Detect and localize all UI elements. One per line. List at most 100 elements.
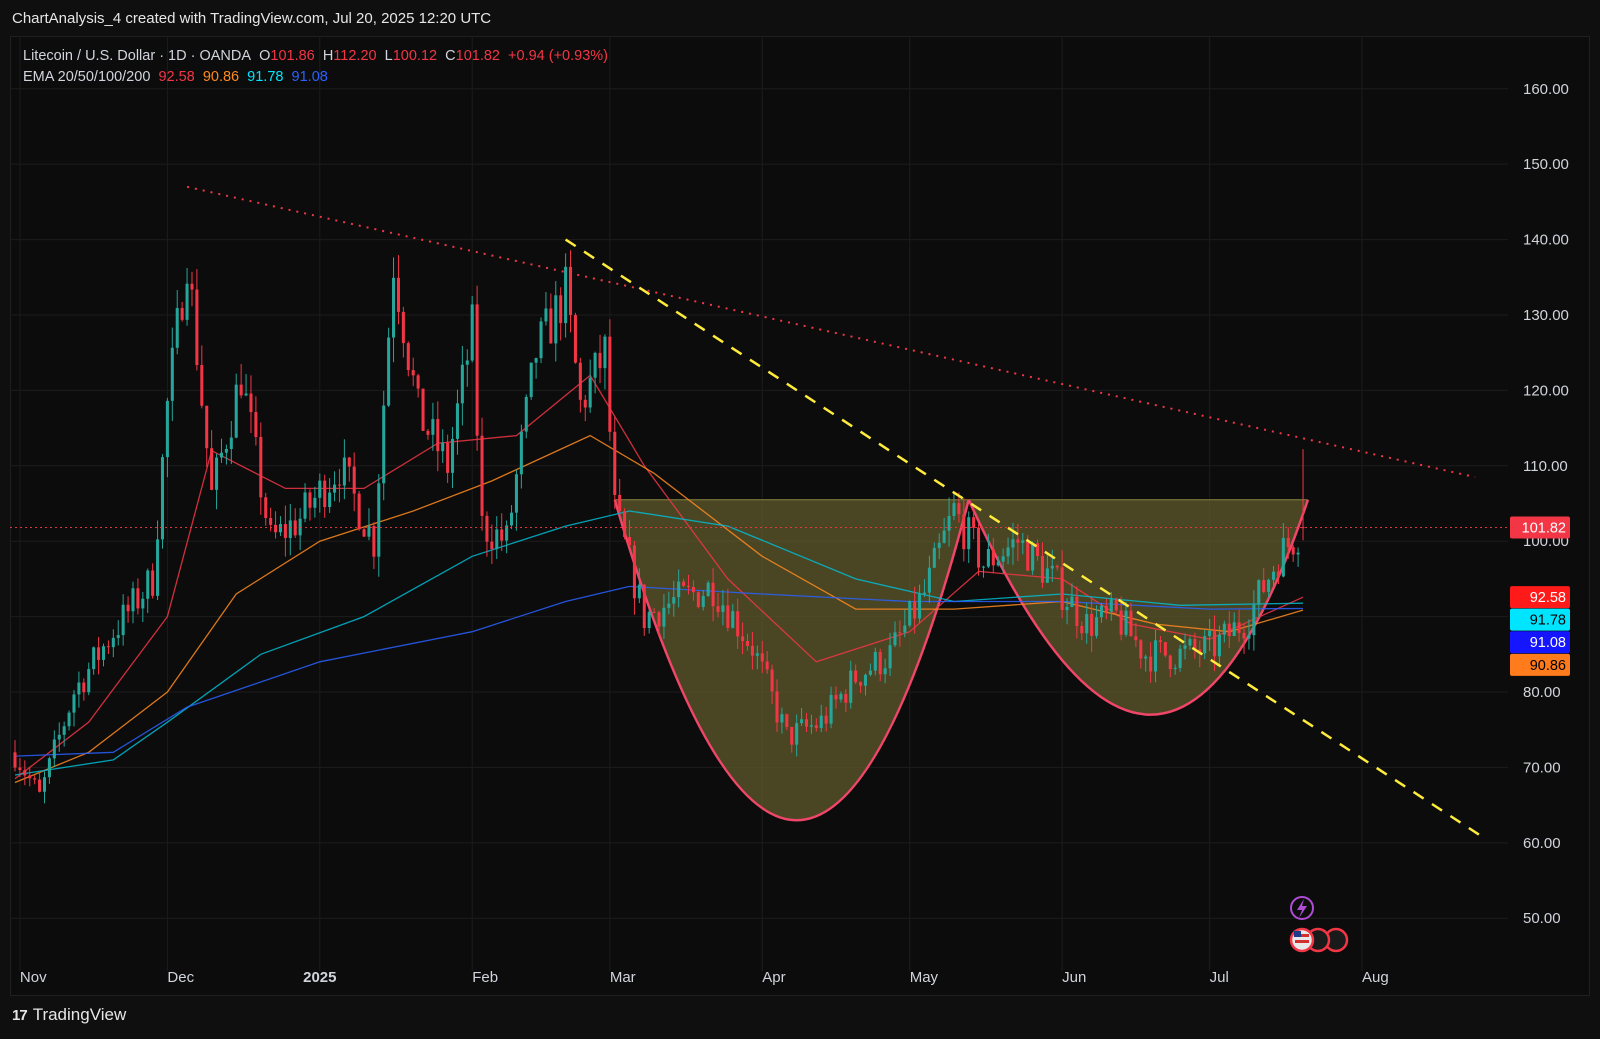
candle-body bbox=[308, 492, 312, 508]
chart-caption: ChartAnalysis_4 created with TradingView… bbox=[12, 10, 492, 27]
candle-body bbox=[736, 611, 740, 637]
candle-body bbox=[1070, 596, 1074, 608]
candle-body bbox=[809, 725, 813, 727]
candle-body bbox=[888, 645, 892, 669]
close-value: 101.82 bbox=[455, 48, 500, 64]
candle-body bbox=[1301, 527, 1305, 529]
candle-body bbox=[1011, 539, 1015, 548]
candle-body bbox=[1149, 656, 1153, 672]
candle-body bbox=[918, 593, 922, 619]
candle-body bbox=[927, 567, 931, 593]
candle-body bbox=[1291, 547, 1295, 555]
candle-body bbox=[259, 436, 263, 498]
candle-body bbox=[1045, 568, 1049, 583]
candle-body bbox=[632, 545, 636, 599]
x-tick-label: Feb bbox=[472, 969, 498, 986]
candle-body bbox=[549, 308, 553, 344]
candle-body bbox=[677, 581, 681, 598]
candle-body bbox=[952, 503, 956, 516]
candle-body bbox=[1109, 599, 1113, 612]
ema-lines bbox=[14, 374, 1304, 784]
candle-body bbox=[495, 529, 499, 550]
y-tick-label: 150.00 bbox=[1523, 156, 1569, 173]
candle-body bbox=[357, 493, 361, 530]
event-markers[interactable] bbox=[1289, 896, 1349, 953]
symbol-title[interactable]: Litecoin / U.S. Dollar · 1D · OANDA bbox=[23, 48, 252, 64]
us-flag-icon[interactable] bbox=[1289, 927, 1349, 953]
candle-body bbox=[313, 497, 317, 508]
candle-body bbox=[1193, 639, 1197, 650]
candle-body bbox=[249, 393, 253, 413]
dashed-trendline bbox=[564, 238, 1481, 837]
tradingview-logo[interactable]: 17 TradingView bbox=[12, 1005, 126, 1025]
candle-body bbox=[151, 570, 155, 596]
candle-body bbox=[593, 352, 597, 378]
candle-body bbox=[937, 542, 941, 548]
candle-body bbox=[578, 362, 582, 400]
candle-body bbox=[1281, 537, 1285, 577]
candle-body bbox=[977, 527, 981, 568]
lightning-icon[interactable] bbox=[1290, 896, 1314, 920]
candle-body bbox=[529, 362, 533, 397]
x-tick-label: Dec bbox=[167, 969, 194, 986]
candle-body bbox=[18, 767, 22, 771]
candle-body bbox=[1134, 636, 1138, 641]
candle-body bbox=[1075, 596, 1079, 626]
price-badge bbox=[1510, 586, 1570, 609]
candle-body bbox=[544, 308, 548, 322]
candle-body bbox=[667, 603, 671, 608]
price-badge-label: 90.86 bbox=[1530, 658, 1566, 674]
candle-body bbox=[185, 283, 189, 320]
candle-body bbox=[554, 295, 558, 344]
candle-body bbox=[465, 360, 469, 365]
candle-body bbox=[598, 352, 602, 369]
candle-body bbox=[800, 719, 804, 724]
candle-body bbox=[1286, 537, 1290, 548]
candle-body bbox=[716, 606, 720, 612]
cup-right-fill bbox=[968, 499, 1308, 715]
candle-body bbox=[1154, 640, 1158, 672]
candle-body bbox=[691, 586, 695, 593]
candle-body bbox=[121, 604, 125, 636]
candle-body bbox=[431, 419, 435, 435]
candle-body bbox=[854, 670, 858, 683]
candle-body bbox=[1119, 610, 1123, 635]
price-axis[interactable]: 50.0060.0070.0080.0090.00100.00110.00120… bbox=[1523, 81, 1569, 927]
candle-body bbox=[1129, 610, 1133, 637]
candle-body bbox=[564, 266, 568, 324]
candle-body bbox=[790, 726, 794, 745]
candle-body bbox=[470, 304, 474, 361]
x-tick-label: 2025 bbox=[303, 969, 336, 986]
y-tick-label: 110.00 bbox=[1523, 458, 1568, 475]
candle-body bbox=[603, 336, 607, 369]
time-axis[interactable]: Nov Dec 2025 Feb Mar Apr May Jun Jul Aug bbox=[20, 969, 1389, 986]
ema-label[interactable]: EMA 20/50/100/200 bbox=[23, 69, 151, 85]
candle-body bbox=[342, 457, 346, 486]
candle-body bbox=[47, 758, 51, 778]
candle-body bbox=[1055, 565, 1059, 568]
candle-body bbox=[942, 530, 946, 543]
candle-body bbox=[475, 304, 479, 436]
candle-body bbox=[82, 682, 86, 693]
candle-body bbox=[1227, 623, 1231, 636]
candle-body bbox=[711, 582, 715, 607]
open-value: 101.86 bbox=[270, 48, 315, 64]
candle-body bbox=[1296, 552, 1300, 555]
candle-body bbox=[57, 734, 61, 740]
candle-body bbox=[1267, 579, 1271, 592]
candle-body bbox=[160, 457, 165, 540]
high-value: 112.20 bbox=[333, 48, 377, 64]
candle-body bbox=[623, 511, 627, 538]
candle-body bbox=[1168, 655, 1172, 670]
candle-body bbox=[534, 358, 538, 363]
candle-body bbox=[696, 592, 700, 607]
candle-body bbox=[770, 669, 774, 692]
y-tick-label: 120.00 bbox=[1523, 382, 1569, 399]
candle-body bbox=[1173, 667, 1177, 670]
y-tick-label: 160.00 bbox=[1523, 81, 1569, 98]
tradingview-brand: TradingView bbox=[32, 1005, 127, 1024]
candle-body bbox=[190, 283, 194, 290]
candle-body bbox=[524, 396, 528, 432]
candle-body bbox=[323, 480, 327, 508]
